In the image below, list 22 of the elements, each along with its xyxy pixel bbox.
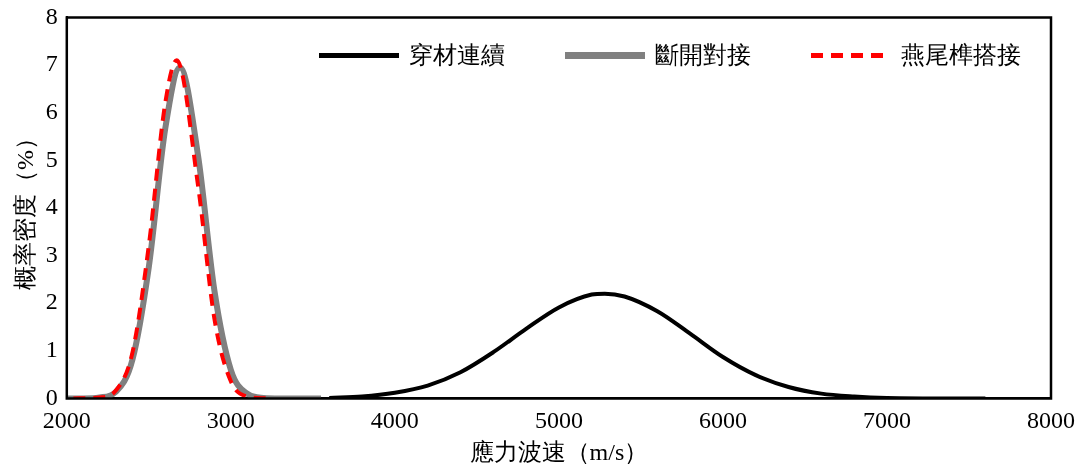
legend-label: 燕尾榫搭接 <box>901 41 1021 68</box>
legend-label: 斷開對接 <box>655 41 751 68</box>
x-tick-label: 5000 <box>534 407 583 434</box>
y-tick-label: 8 <box>45 2 58 29</box>
y-tick-label: 4 <box>45 193 58 220</box>
y-tick-label: 0 <box>45 383 58 410</box>
x-tick-label: 4000 <box>370 407 419 434</box>
legend-label: 穿材連續 <box>409 41 505 68</box>
y-tick-label: 1 <box>45 336 58 363</box>
x-axis-title: 應力波速（m/s） <box>469 438 649 465</box>
x-tick-label: 8000 <box>1027 407 1075 434</box>
y-tick-label: 7 <box>45 50 58 77</box>
y-axis-title: 概率密度（%） <box>11 125 38 290</box>
x-tick-label: 3000 <box>206 407 255 434</box>
y-tick-label: 6 <box>45 97 58 124</box>
x-tick-label: 2000 <box>42 407 91 434</box>
y-tick-label: 3 <box>45 240 58 267</box>
line-series <box>71 58 269 399</box>
y-tick-label: 5 <box>45 145 58 172</box>
x-tick-label: 7000 <box>862 407 911 434</box>
y-tick-label: 2 <box>45 288 58 315</box>
x-tick-label: 6000 <box>698 407 747 434</box>
